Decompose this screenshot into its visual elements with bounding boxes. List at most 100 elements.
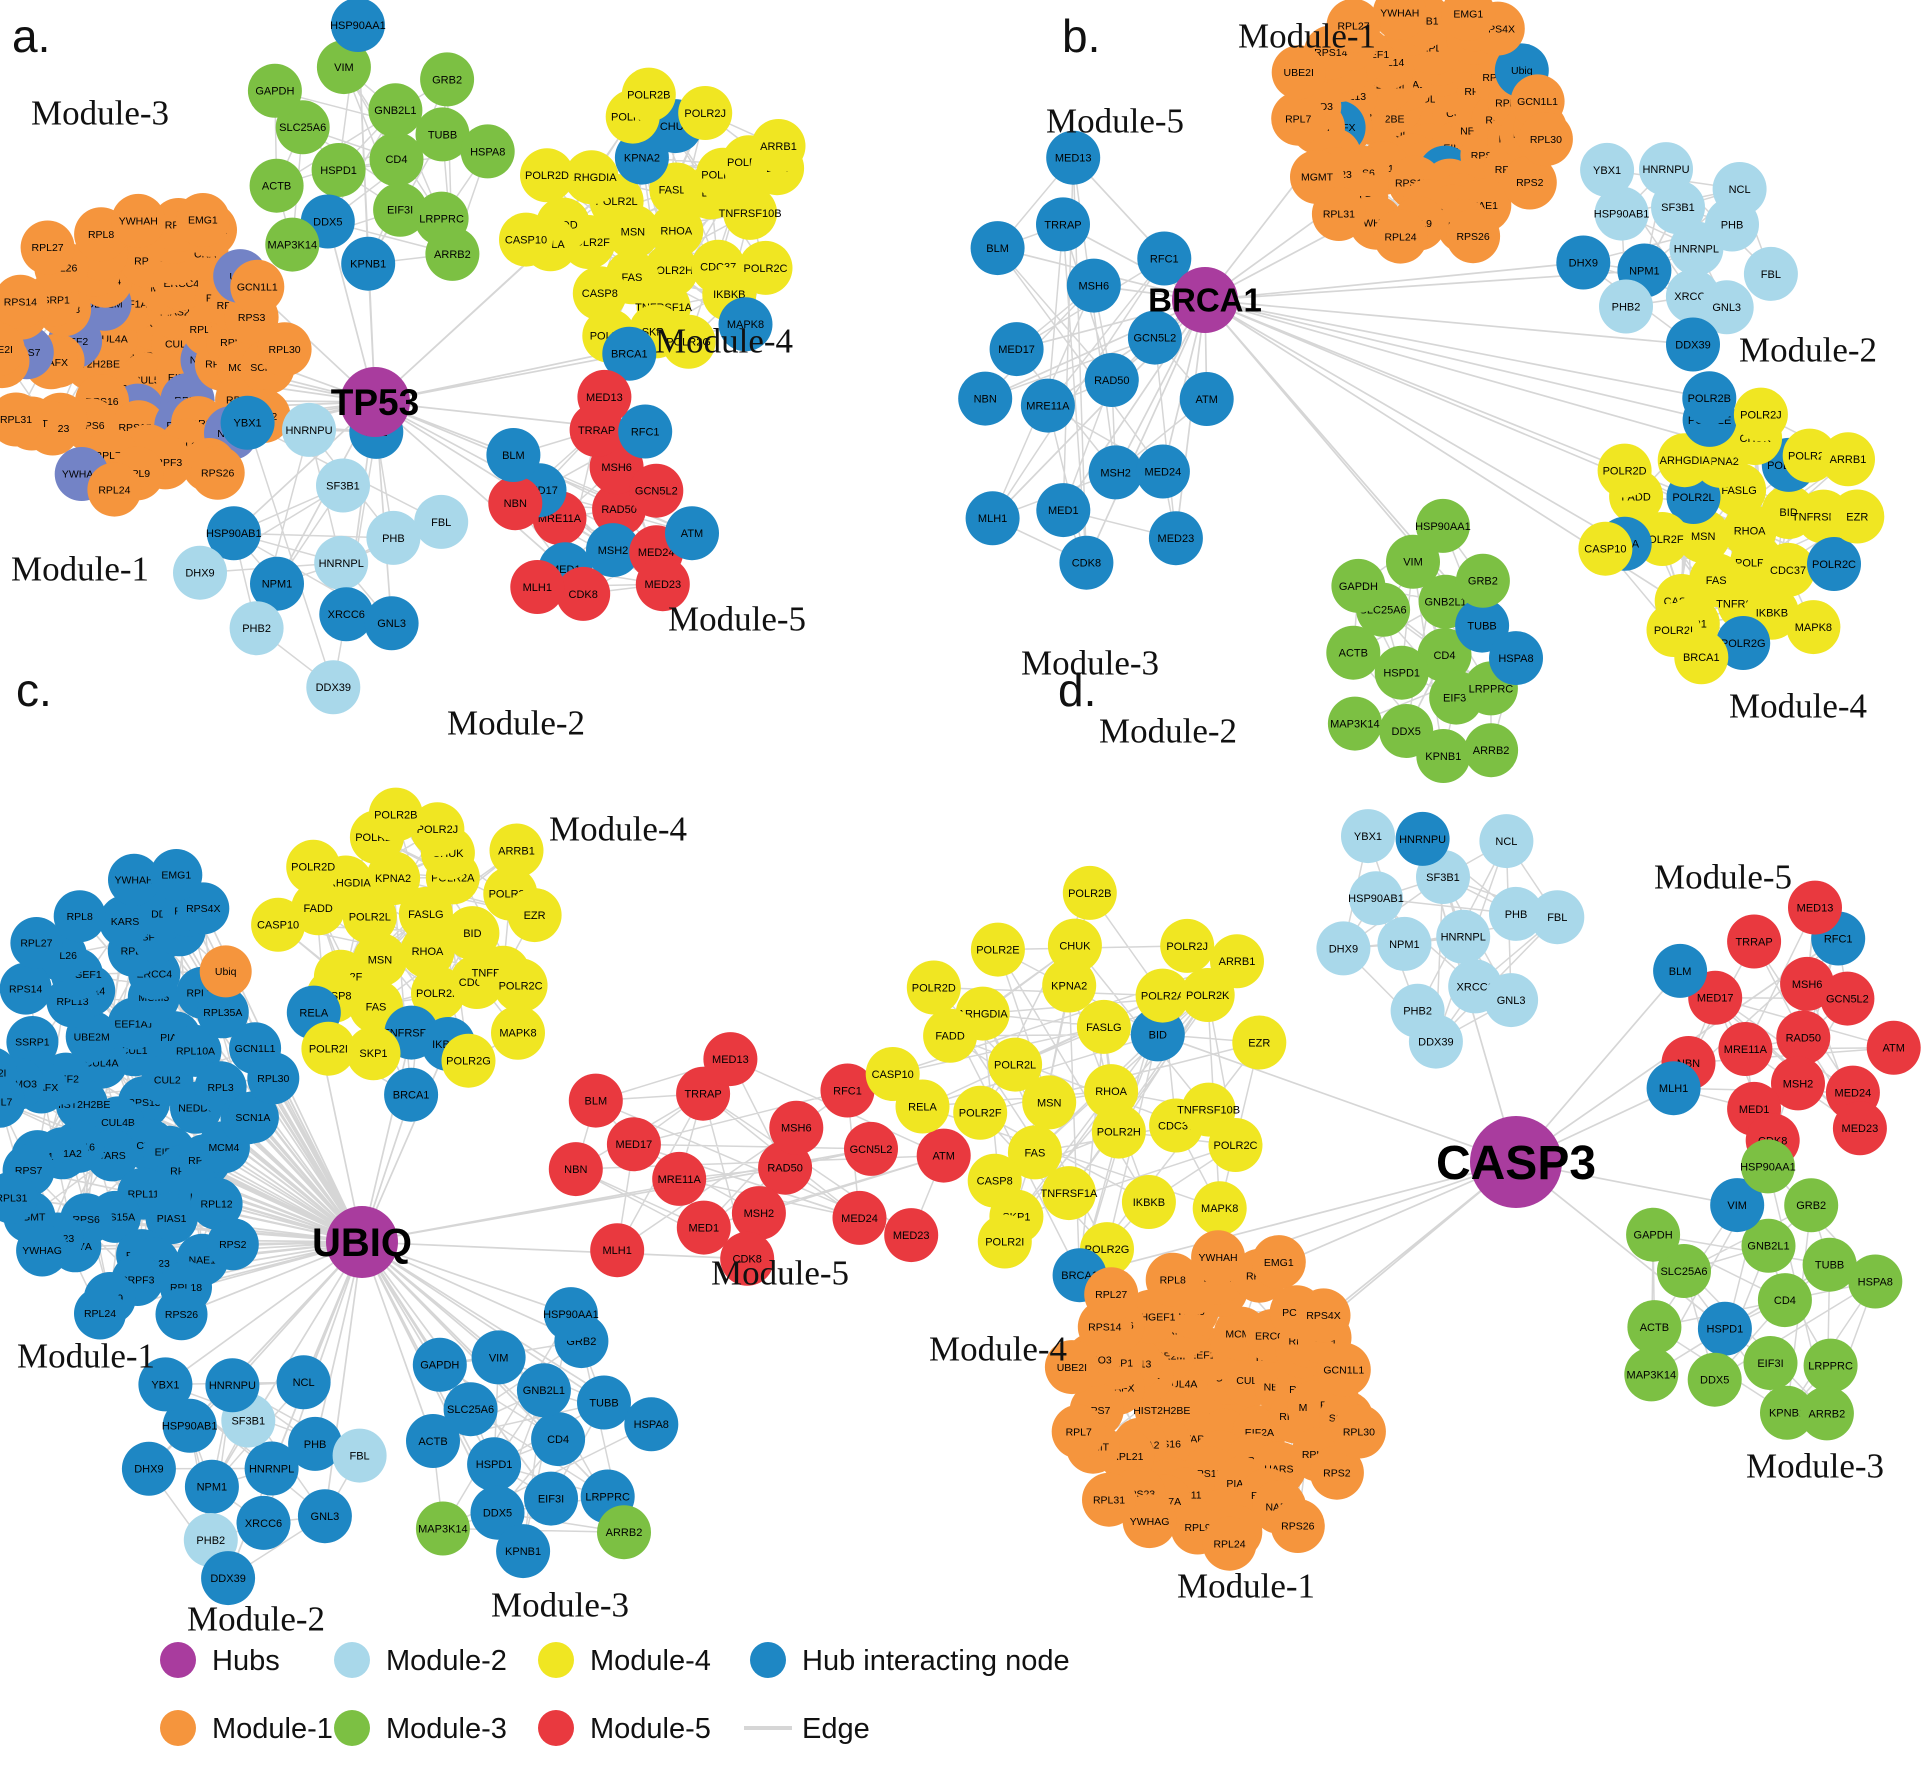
node-a-TNFRSF10B — [723, 185, 778, 240]
node-label-a-RPL31: RPL31 — [0, 414, 32, 426]
node-d-DDX5 — [1687, 1352, 1742, 1407]
node-label-d-NCL: NCL — [1495, 836, 1517, 848]
node-b-UBE2I — [1271, 45, 1326, 100]
node-label-b-IKBKB: IKBKB — [1756, 608, 1788, 620]
node-a-MED23 — [635, 557, 690, 612]
node-c-HNRNPL — [244, 1441, 299, 1496]
node-label-a-GCN1L1: GCN1L1 — [237, 281, 278, 293]
node-label-d-RPS4X: RPS4X — [1306, 1310, 1340, 1322]
node-label-b-BLM: BLM — [986, 243, 1009, 255]
node-d-EMG1 — [1251, 1235, 1306, 1290]
node-c-Ubiq — [199, 945, 252, 998]
node-d-RPL7 — [1051, 1404, 1106, 1459]
node-label-a-RPL24: RPL24 — [98, 484, 130, 496]
hub-node-d — [1470, 1116, 1562, 1208]
node-d-CHUK — [1047, 918, 1102, 973]
node-label-d-HNRNPL: HNRNPL — [1441, 932, 1486, 944]
node-label-d-TUBB: TUBB — [1815, 1260, 1844, 1272]
node-b-MLH1 — [965, 491, 1020, 546]
node-label-b-MRE11A: MRE11A — [1026, 400, 1070, 412]
node-a-GAPDH — [247, 63, 302, 118]
node-c-MAPK8 — [491, 1005, 545, 1060]
node-b-RPL24 — [1373, 209, 1428, 264]
node-b-POLR2G — [1716, 616, 1771, 670]
node-label-b-RPS26: RPS26 — [1456, 231, 1489, 243]
node-label-d-RPS26: RPS26 — [1281, 1521, 1314, 1533]
node-a-HSPA8 — [460, 124, 515, 179]
node-label-d-DHX9: DHX9 — [1329, 943, 1358, 955]
node-a-MAP3K14 — [265, 217, 320, 272]
node-label-b-MED23: MED23 — [1158, 533, 1195, 545]
node-label-d-TNFRSF10B: TNFRSF10B — [1177, 1104, 1240, 1116]
node-label-d-MED13: MED13 — [1797, 902, 1834, 914]
node-label-d-GCN5L2: GCN5L2 — [1826, 993, 1869, 1005]
node-label-c-POLR2J: POLR2J — [417, 824, 459, 836]
node-label-c-MED13: MED13 — [712, 1054, 749, 1066]
node-d-RPS2 — [1309, 1445, 1364, 1500]
node-a-DHX9 — [173, 545, 227, 600]
node-label-b-HNRNPL: HNRNPL — [1674, 243, 1719, 255]
node-label-c-VIM: VIM — [489, 1352, 509, 1364]
node-label-b-Ubiq: Ubiq — [1511, 65, 1533, 77]
node-label-c-RPL31: RPL31 — [0, 1192, 28, 1204]
node-label-a-EMG1: EMG1 — [188, 215, 218, 227]
node-label-a-RPL30: RPL30 — [269, 344, 301, 356]
node-label-b-MGMT: MGMT — [1301, 172, 1334, 184]
node-label-d-VIM: VIM — [1727, 1200, 1747, 1212]
node-d-POLR2A — [1135, 968, 1190, 1023]
node-b-POLR2J — [1733, 387, 1788, 442]
node-label-d-BID: BID — [1149, 1029, 1167, 1041]
node-b-TUBB — [1455, 598, 1510, 653]
node-d-POLR2D — [906, 960, 961, 1015]
node-c-TUBB — [577, 1375, 631, 1430]
node-label-a-SLC25A6: SLC25A6 — [279, 122, 326, 134]
node-label-c-CDK8: CDK8 — [733, 1254, 762, 1266]
node-label-c-PHB2: PHB2 — [196, 1535, 225, 1547]
node-a-RFC1 — [618, 404, 673, 459]
node-label-b-MSH2: MSH2 — [1100, 467, 1131, 479]
node-label-d-CDC37: CDC37 — [1158, 1120, 1194, 1132]
node-b-CASP10 — [1578, 521, 1633, 576]
node-label-c-EZR: EZR — [524, 910, 546, 922]
module-label-d-module-3: Module-3 — [1746, 1446, 1884, 1485]
node-label-d-CD4: CD4 — [1774, 1295, 1796, 1307]
node-d-RPL8 — [1145, 1252, 1200, 1307]
node-a-UBE2I — [0, 322, 25, 377]
node-label-c-RPL3: RPL3 — [207, 1082, 233, 1094]
node-label-a-TRRAP: TRRAP — [578, 425, 615, 437]
node-label-c-RHOA: RHOA — [412, 946, 444, 958]
node-label-b-EIF3I: EIF3I — [1443, 692, 1469, 704]
node-label-d-MSH2: MSH2 — [1783, 1078, 1814, 1090]
node-label-c-BRCA1: BRCA1 — [393, 1090, 430, 1102]
legend-label-edge: Edge — [802, 1713, 870, 1745]
node-label-a-MSN: MSN — [621, 226, 646, 238]
node-label-c-ATM: ATM — [932, 1150, 954, 1162]
node-a-MAPK8 — [718, 297, 773, 352]
node-label-b-ARRB1: ARRB1 — [1830, 454, 1867, 466]
panel-letter-c: c. — [16, 664, 52, 716]
node-c-SLC25A6 — [443, 1382, 498, 1437]
node-label-a-ARHGDIA: ARHGDIA — [566, 172, 617, 184]
node-label-c-RPL10A: RPL10A — [176, 1046, 215, 1058]
node-label-d-NPM1: NPM1 — [1389, 939, 1420, 951]
node-label-c-XRCC6: XRCC6 — [245, 1518, 282, 1530]
node-label-b-ARHGDIA: ARHGDIA — [1660, 455, 1711, 467]
node-label-b-ACTB: ACTB — [1339, 648, 1368, 660]
node-label-c-BID: BID — [463, 928, 481, 940]
node-label-d-YBX1: YBX1 — [1354, 831, 1382, 843]
node-b-GNL3 — [1699, 280, 1754, 335]
node-label-b-GCN1L1: GCN1L1 — [1517, 96, 1558, 108]
node-label-a-ARRB1: ARRB1 — [760, 141, 797, 153]
node-d-MLH1 — [1646, 1061, 1701, 1116]
node-b-CDK8 — [1059, 535, 1114, 590]
node-label-d-RPS2: RPS2 — [1323, 1467, 1351, 1479]
node-label-a-UBE2I: UBE2I — [0, 344, 13, 356]
node-c-RPL8 — [53, 890, 106, 943]
node-label-c-MED17: MED17 — [616, 1139, 653, 1151]
node-label-d-EIF3I: EIF3I — [1757, 1358, 1783, 1370]
node-b-MAP3K14 — [1327, 696, 1382, 751]
node-label-a-MED13: MED13 — [586, 392, 623, 404]
node-label-c-EEF1A1: EEF1A1 — [114, 1018, 153, 1030]
node-c-EZR — [507, 888, 562, 943]
node-c-YWHAG — [16, 1224, 69, 1277]
